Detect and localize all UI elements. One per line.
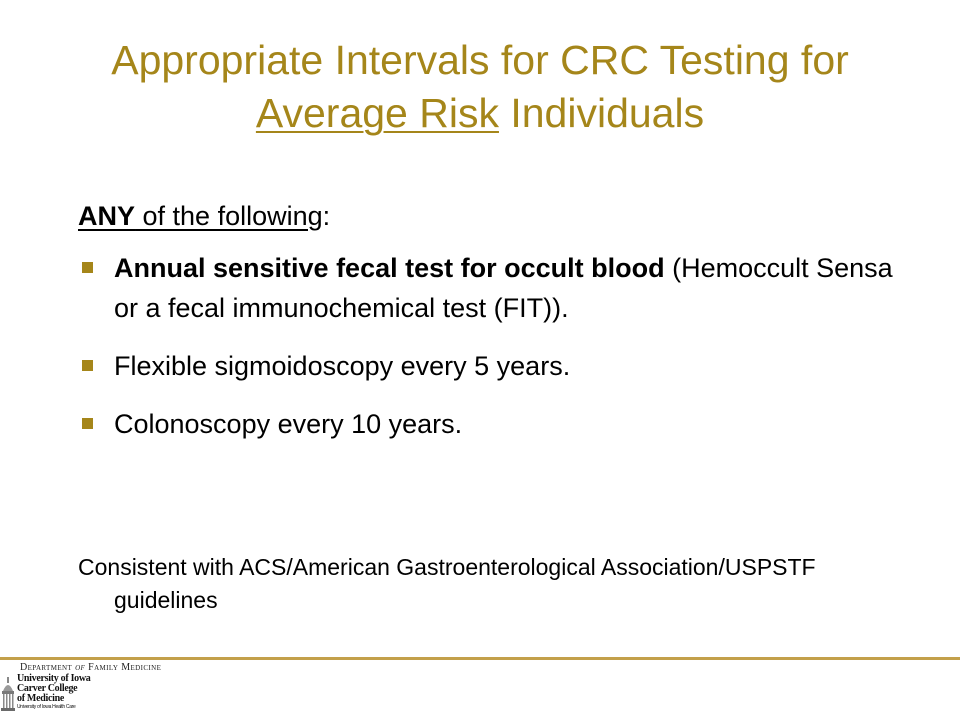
capitol-dome-icon bbox=[1, 677, 15, 711]
bullet-text: Flexible sigmoidoscopy every 5 years. bbox=[114, 351, 571, 381]
logo-wordmark: University of Iowa Carver College of Med… bbox=[17, 673, 91, 711]
slide-title-rest: Individuals bbox=[498, 90, 705, 136]
slide-title: Appropriate Intervals for CRC Testing fo… bbox=[20, 34, 940, 140]
guidelines-footnote: Consistent with ACS/American Gastroenter… bbox=[78, 554, 816, 613]
slide-title-underlined: Average Risk bbox=[255, 90, 499, 136]
square-bullet-icon bbox=[82, 262, 93, 273]
department-label-of: of bbox=[75, 662, 86, 673]
bullet-list: Annual sensitive fecal test for occult b… bbox=[78, 248, 908, 462]
footer-divider bbox=[0, 657, 960, 660]
square-bullet-icon bbox=[82, 418, 93, 429]
department-label-post: Family Medicine bbox=[85, 662, 162, 673]
intro-rest: of the following bbox=[135, 201, 323, 231]
intro-bold: ANY bbox=[78, 201, 136, 231]
bullet-bold-text: Annual sensitive fecal test for occult b… bbox=[114, 253, 665, 283]
logo-line-3: of Medicine bbox=[17, 693, 64, 704]
slide-title-line1: Appropriate Intervals for CRC Testing fo… bbox=[111, 37, 849, 83]
logo-line-1: University of Iowa bbox=[17, 673, 91, 684]
bullet-text: Colonoscopy every 10 years. bbox=[114, 409, 463, 439]
bullet-item: Annual sensitive fecal test for occult b… bbox=[78, 248, 908, 328]
department-label-pre: Department bbox=[20, 662, 76, 673]
intro-line: ANY of the following: bbox=[78, 198, 330, 234]
intro-colon: : bbox=[322, 201, 331, 231]
bullet-item: Flexible sigmoidoscopy every 5 years. bbox=[78, 346, 908, 386]
square-bullet-icon bbox=[82, 360, 93, 371]
bullet-text: (Hemoccult Sensa or a fecal immunochemic… bbox=[114, 253, 893, 323]
logo-line-2: Carver College bbox=[17, 683, 78, 694]
bullet-item: Colonoscopy every 10 years. bbox=[78, 404, 908, 444]
department-label: Department of Family Medicine bbox=[20, 662, 161, 673]
university-logo: University of Iowa Carver College of Med… bbox=[0, 673, 110, 720]
logo-line-4: University of Iowa Health Care bbox=[17, 704, 76, 710]
